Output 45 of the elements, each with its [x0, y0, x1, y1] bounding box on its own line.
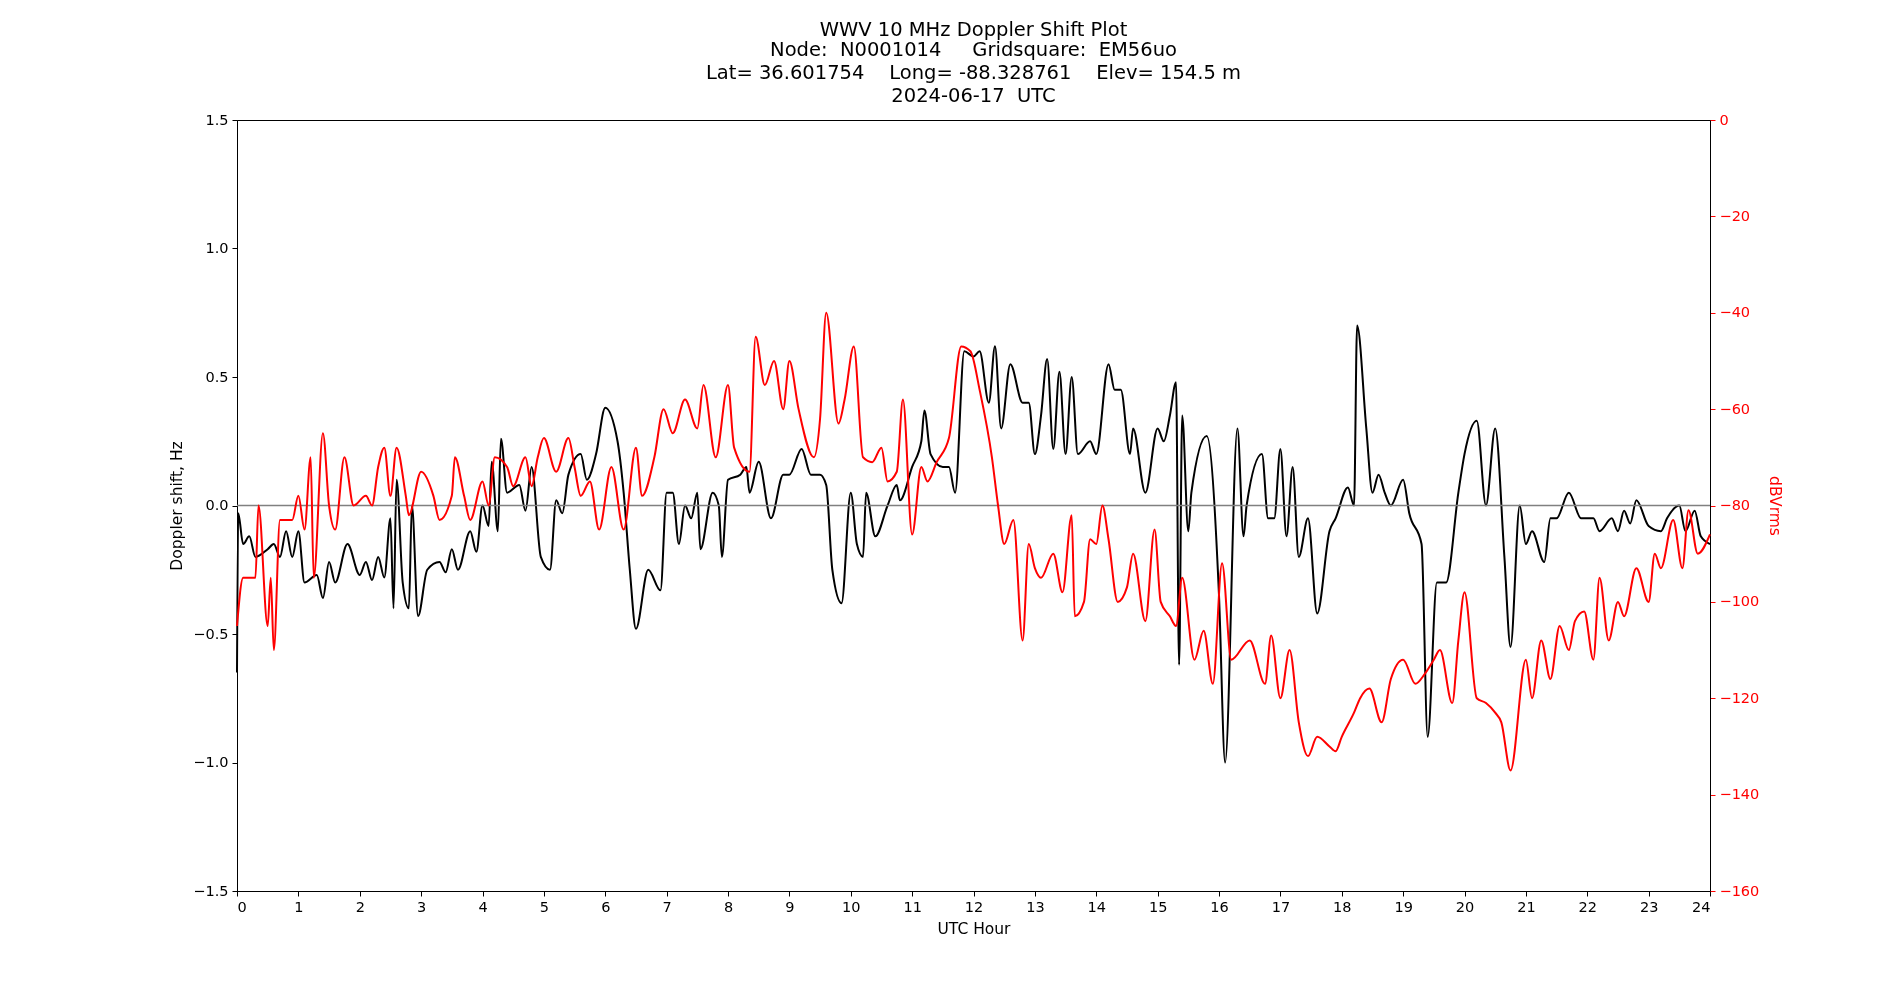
x-tick-label: 13	[1026, 898, 1045, 915]
y2-tick-label: −160	[1719, 882, 1760, 899]
x-tick-label: 22	[1578, 898, 1597, 915]
x-tick-label: 21	[1517, 898, 1536, 915]
y2-tick-label: 0	[1719, 111, 1729, 128]
y2-tick-label: −40	[1719, 304, 1751, 321]
y-axis-title: Doppler shift, Hz	[168, 441, 187, 571]
x-tick-label: 10	[842, 898, 861, 915]
y2-tick-label: −60	[1719, 400, 1751, 417]
x-axis-title: UTC Hour	[937, 920, 1012, 938]
x-tick-label: 23	[1639, 898, 1659, 915]
y2-axis-title: dBVrms	[1766, 476, 1785, 536]
y-tick-label: −1.0	[193, 754, 229, 770]
x-tick-label: 2	[355, 898, 365, 915]
chart-title: WWV 10 MHz Doppler Shift Plot	[819, 18, 1128, 41]
y-tick-label: −1.5	[193, 882, 229, 899]
x-tick-label: 15	[1148, 898, 1168, 915]
y-tick-label: 1.0	[205, 240, 229, 256]
x-tick-label: 19	[1394, 898, 1413, 915]
x-tick-label: 18	[1333, 898, 1352, 915]
x-tick-label: 7	[662, 898, 672, 915]
y2-tick-label: −20	[1719, 207, 1751, 224]
x-tick-label: 11	[903, 898, 922, 915]
x-tick-label: 24	[1692, 898, 1711, 915]
x-tick-label: 20	[1455, 898, 1475, 915]
y-tick-label: 0.0	[205, 497, 229, 513]
x-tick-label: 6	[601, 898, 611, 915]
x-tick-label: 3	[417, 898, 427, 915]
x-tick-label: 5	[539, 898, 549, 915]
x-tick-label: 0	[237, 898, 247, 915]
x-tick-label: 1	[294, 898, 304, 915]
x-tick-label: 14	[1087, 898, 1106, 915]
y-tick-label: 0.5	[205, 368, 229, 385]
y-tick-label: −0.5	[193, 625, 229, 642]
x-tick-label: 12	[964, 898, 984, 915]
x-tick-label: 8	[723, 898, 734, 915]
x-tick-label: 17	[1271, 898, 1291, 915]
y2-tick-label: −140	[1719, 786, 1760, 803]
y-tick-label: 1.5	[205, 111, 229, 128]
x-tick-label: 4	[478, 898, 488, 915]
y2-tick-label: −80	[1719, 497, 1751, 513]
x-tick-label: 9	[785, 898, 795, 915]
y2-tick-label: −120	[1719, 689, 1760, 706]
x-tick-label: 16	[1210, 898, 1229, 915]
y2-tick-label: −100	[1719, 593, 1760, 610]
